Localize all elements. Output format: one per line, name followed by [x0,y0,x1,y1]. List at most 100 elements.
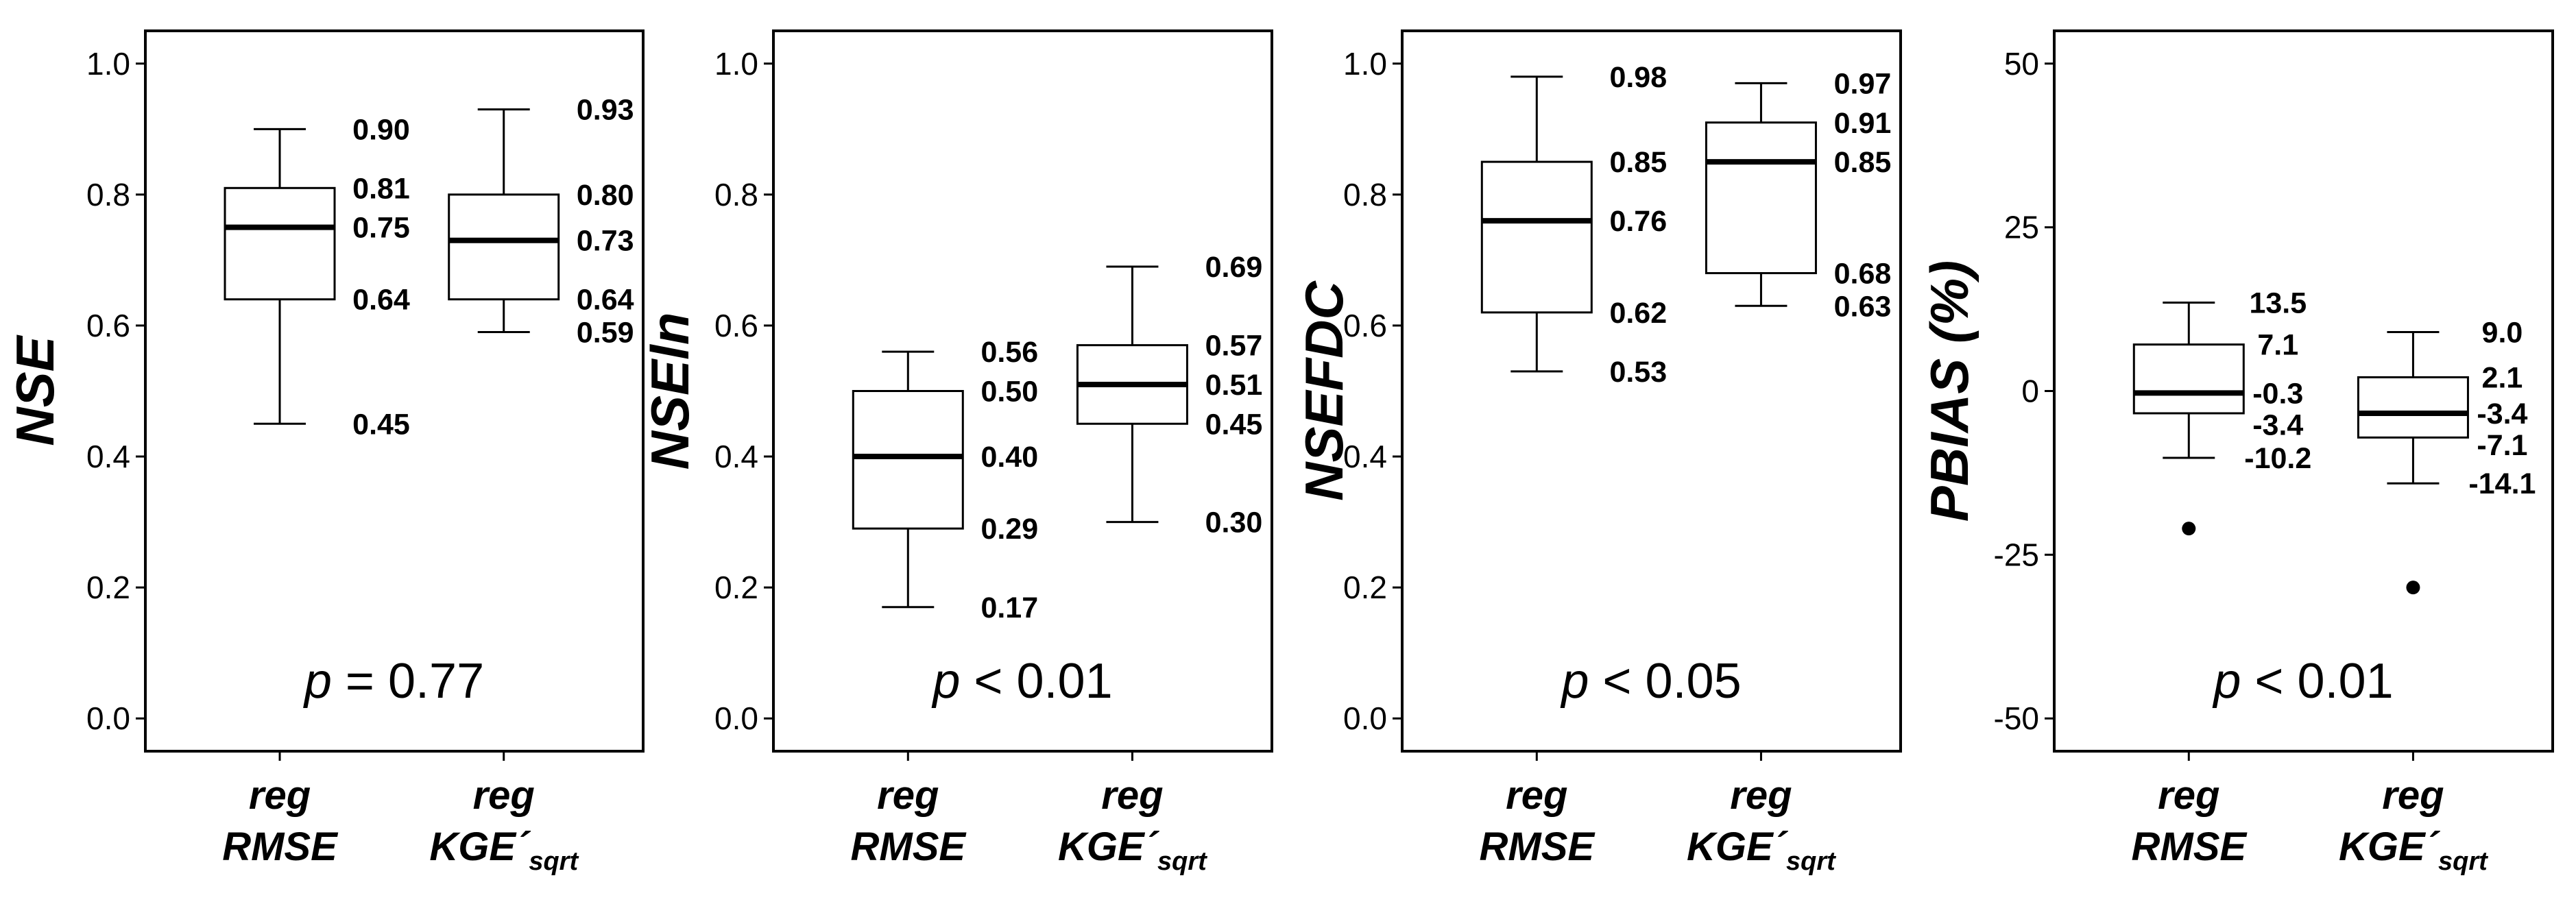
iqr-box [1705,121,1817,275]
box-group-1: 0.56 0.50 0.40 0.29 0.17 reg RMSE [851,336,1039,869]
y-tick-label: 1.0 [1343,46,1387,82]
panel-frame [144,29,645,753]
x-label-metric-main: KGE´ [1687,825,1789,869]
x-label-reg: reg [1101,773,1163,818]
panel-1: 0.0 0.2 0.4 0.6 0.8 1.0 NSE 0.90 0.81 0.75 0.64 0.4… [5,29,645,876]
value-annotation: 0.51 [1205,369,1263,402]
x-label-reg: reg [2158,773,2219,818]
y-tick-label: 25 [2004,210,2039,245]
y-axis-label: NSEFDC [1294,280,1354,500]
p-value-symbol: p [931,654,960,709]
value-annotation: -14.1 [2468,467,2536,500]
value-annotation: 0.53 [1609,356,1667,389]
iqr-box [2357,376,2469,439]
y-axis-label: PBIAS (%) [1919,260,1979,522]
x-label-metric-main: KGE´ [2339,825,2441,869]
x-label-metric-main: KGE´ [1058,825,1160,869]
value-annotation: 0.85 [1834,146,1892,179]
value-annotation: 0.75 [352,212,410,245]
p-value-text: < 0.01 [2241,654,2393,709]
x-label-metric: RMSE [851,825,967,869]
value-annotation: 0.85 [1609,146,1667,179]
value-annotation: 0.57 [1205,330,1263,363]
value-annotation: 0.76 [1609,205,1667,238]
y-tick-label: 0.2 [86,570,130,605]
y-tick-label: 0.8 [86,177,130,212]
y-tick-label: -50 [1994,700,2039,736]
value-annotation: 0.29 [980,513,1038,546]
x-label-metric: RMSE [222,825,339,869]
iqr-box [2132,343,2245,415]
value-annotation: 0.45 [352,408,410,441]
y-tick-label: 0.4 [86,439,130,474]
value-annotation: 0.59 [577,317,634,350]
x-label-metric: KGE´sqrt [1687,825,1836,876]
box-group-1: 0.98 0.85 0.76 0.62 0.53 reg RMSE [1480,61,1668,869]
value-annotation: 0.56 [980,336,1038,369]
box-group-1: 13.5 7.1 -0.3-3.4-10.2 reg RMSE [2132,287,2312,869]
value-annotation: 0.63 [1834,290,1892,323]
panel-frame [772,29,1273,753]
p-value-symbol: p [303,654,332,709]
value-annotation: 0.69 [1205,251,1263,284]
x-label-metric: RMSE [1480,825,1596,869]
y-tick-label: 0.0 [86,700,130,736]
value-annotation: -7.1 [2477,429,2527,462]
y-tick-label: -25 [1994,537,2039,572]
value-annotation: 0.91 [1834,107,1892,140]
value-annotation: 0.40 [980,441,1038,474]
p-value-text: = 0.77 [332,654,484,709]
value-annotation: -3.4 [2252,408,2303,441]
p-value-text: < 0.01 [960,654,1112,709]
x-label-metric-subscript: sqrt [1786,847,1836,876]
outlier-point [2182,522,2196,536]
y-tick-label: 0.0 [714,700,758,736]
y-tick-label: 0.0 [1343,700,1387,736]
value-annotation: -10.2 [2244,442,2311,475]
x-label-reg: reg [473,773,535,818]
value-annotation: 0.81 [352,172,410,205]
panel-frame [2053,29,2554,753]
value-annotation: 0.93 [577,94,634,127]
y-tick-label: 0.4 [714,439,758,474]
y-tick-label: 0 [2021,374,2039,409]
outlier-point [2406,581,2420,595]
x-label-reg: reg [1506,773,1567,818]
x-label-reg: reg [1730,773,1792,818]
value-annotation: 0.45 [1205,408,1263,441]
panel-frame [1401,29,1902,753]
x-label-metric: RMSE [2132,825,2248,869]
y-axis-label: NSE [5,334,65,446]
x-label-reg: reg [877,773,939,818]
y-tick-label: 0.6 [86,308,130,343]
iqr-box [448,193,560,301]
value-annotation: 2.1 [2482,361,2523,394]
box-group-2: 9.0 2.1 -3.4-7.1 -14.1 reg KGE´sqrt [2339,317,2536,876]
p-value-annotation: p < 0.05 [1560,654,1741,709]
value-annotation: 0.68 [1834,258,1892,291]
y-tick-label: 50 [2004,46,2039,82]
value-annotation: 0.64 [577,284,634,317]
value-annotation: 0.73 [577,225,634,258]
value-annotation: -3.4 [2477,398,2527,430]
y-tick-label: 0.8 [714,177,758,212]
value-annotation: 0.30 [1205,507,1263,539]
value-annotation: 7.1 [2257,329,2298,362]
x-label-metric-subscript: sqrt [2438,847,2488,876]
p-value-annotation: p = 0.77 [303,654,484,709]
value-annotation: 0.17 [980,591,1038,624]
p-value-text: < 0.05 [1589,654,1741,709]
iqr-box [224,186,336,301]
x-label-metric: KGE´sqrt [2339,825,2488,876]
x-label-reg: reg [2382,773,2444,818]
p-value-symbol: p [2212,654,2241,709]
box-group-2: 0.69 0.57 0.51 0.45 0.30 reg KGE´sqrt [1058,251,1262,876]
y-tick-label: 0.8 [1343,177,1387,212]
box-group-2: 0.97 0.91 0.85 0.680.63 reg KGE´sqrt [1687,67,1891,876]
y-tick-label: 0.2 [1343,570,1387,605]
x-label-metric-main: RMSE [2132,825,2248,869]
value-annotation: 0.64 [352,284,410,317]
x-label-metric-main: RMSE [222,825,339,869]
x-label-metric: KGE´sqrt [1058,825,1207,876]
